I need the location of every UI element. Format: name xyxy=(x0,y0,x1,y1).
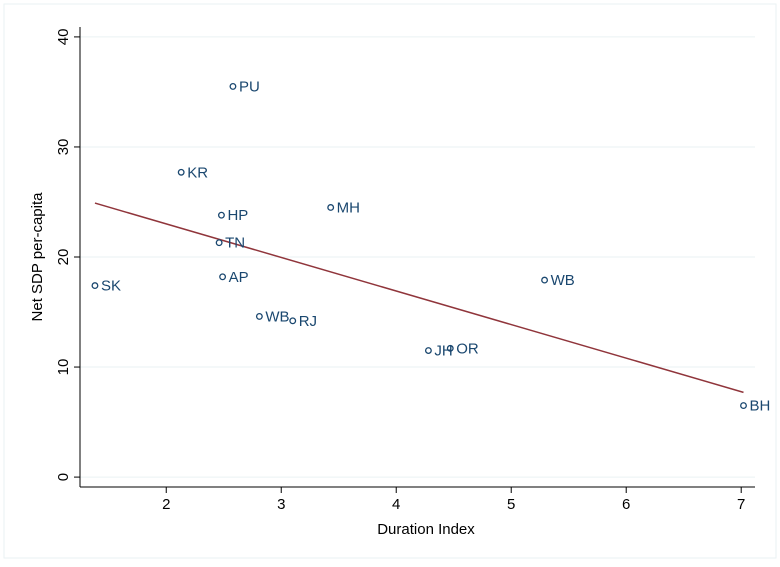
point-label: MH xyxy=(337,199,360,216)
y-tick-label: 30 xyxy=(55,139,72,156)
point-label: WB xyxy=(265,308,289,325)
point xyxy=(255,312,263,320)
point xyxy=(446,344,454,352)
point-label: RJ xyxy=(299,313,317,330)
x-tick-label: 6 xyxy=(622,496,630,513)
point xyxy=(740,402,747,410)
point xyxy=(289,317,297,325)
y-axis-title: Net SDP per-capita xyxy=(29,192,46,322)
y-tick-label: 40 xyxy=(55,29,72,46)
fit-line xyxy=(94,202,744,394)
x-tick-label: 5 xyxy=(507,496,515,513)
point-label: AP xyxy=(229,269,249,286)
point xyxy=(327,204,335,211)
x-axis-title: Duration Index xyxy=(377,521,475,538)
point xyxy=(177,168,185,176)
point-label: HP xyxy=(227,207,248,224)
x-tick-label: 7 xyxy=(737,496,745,513)
point-label: PU xyxy=(239,78,260,95)
point-label: TN xyxy=(225,235,245,252)
x-tick-label: 3 xyxy=(277,496,285,513)
y-tick-label: 10 xyxy=(55,359,72,376)
y-tick-label: 0 xyxy=(55,473,72,481)
x-tick-label: 2 xyxy=(162,496,170,513)
x-tick-label: 4 xyxy=(392,496,400,513)
point-label: SK xyxy=(101,278,121,295)
y-tick-label: 20 xyxy=(55,249,72,266)
point xyxy=(219,273,227,281)
point xyxy=(91,282,99,290)
point xyxy=(215,239,223,247)
point xyxy=(541,276,549,284)
point-label: KR xyxy=(187,164,208,181)
graph-frame xyxy=(3,3,777,559)
point-label: OR xyxy=(456,340,479,357)
point-label: BH xyxy=(750,398,771,415)
point-label: WB xyxy=(551,272,575,289)
point xyxy=(217,211,225,219)
point xyxy=(229,82,237,90)
point xyxy=(424,347,432,354)
